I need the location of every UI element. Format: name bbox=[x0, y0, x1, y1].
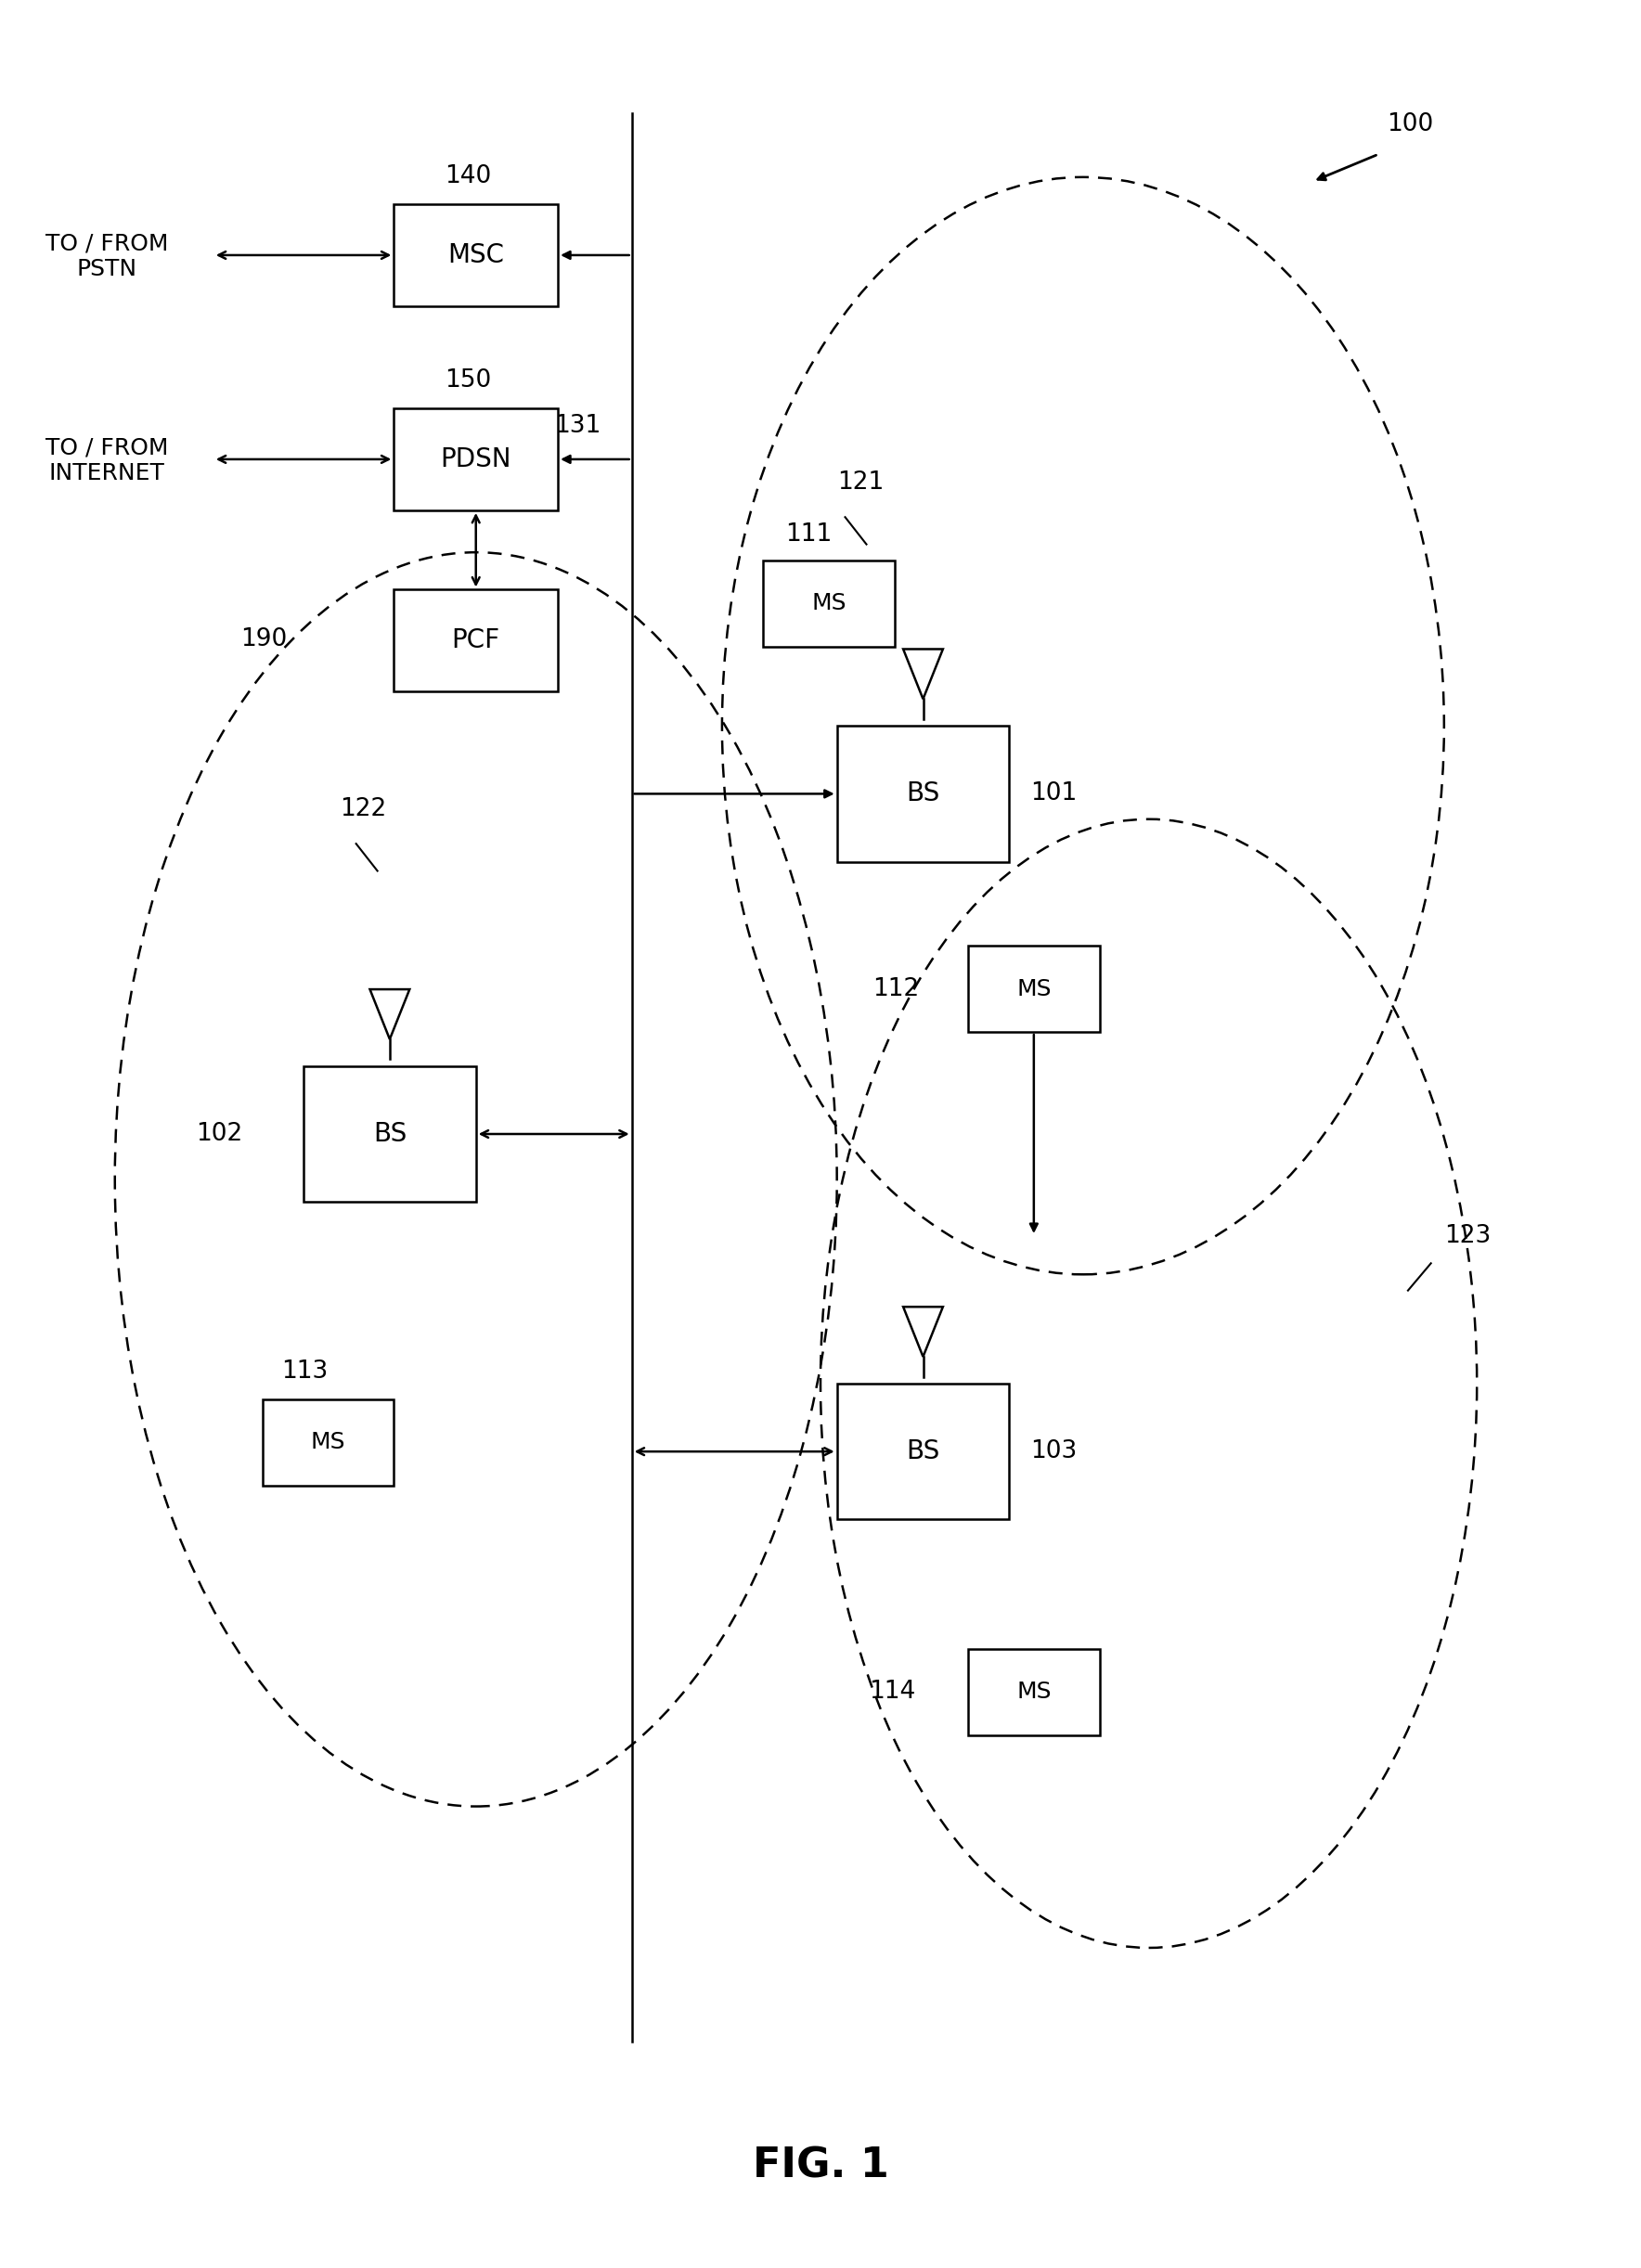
Text: PDSN: PDSN bbox=[440, 447, 512, 472]
Bar bbox=[263, 1399, 394, 1486]
Text: BS: BS bbox=[906, 780, 940, 807]
Text: 100: 100 bbox=[1387, 113, 1433, 136]
Bar bbox=[763, 560, 894, 646]
Text: 102: 102 bbox=[197, 1123, 243, 1145]
Text: 101: 101 bbox=[1031, 782, 1076, 805]
Text: 114: 114 bbox=[870, 1681, 916, 1703]
Bar bbox=[968, 946, 1099, 1032]
Text: BS: BS bbox=[373, 1120, 407, 1148]
Text: BS: BS bbox=[906, 1438, 940, 1465]
Text: 150: 150 bbox=[445, 367, 491, 392]
Bar bbox=[394, 204, 558, 306]
Text: PCF: PCF bbox=[451, 628, 501, 653]
Text: 190: 190 bbox=[241, 628, 287, 651]
Text: TO / FROM
PSTN: TO / FROM PSTN bbox=[46, 231, 167, 281]
Text: 123: 123 bbox=[1444, 1225, 1490, 1247]
Text: 113: 113 bbox=[282, 1359, 328, 1383]
Text: MSC: MSC bbox=[448, 243, 504, 268]
Bar bbox=[394, 590, 558, 692]
Text: MS: MS bbox=[811, 592, 847, 615]
Text: 122: 122 bbox=[340, 796, 386, 821]
Text: MS: MS bbox=[310, 1431, 346, 1454]
Text: FIG. 1: FIG. 1 bbox=[752, 2146, 889, 2186]
Text: 131: 131 bbox=[555, 415, 601, 438]
Text: 111: 111 bbox=[786, 522, 832, 547]
Text: TO / FROM
INTERNET: TO / FROM INTERNET bbox=[46, 435, 167, 485]
Bar bbox=[394, 408, 558, 510]
Text: 103: 103 bbox=[1031, 1440, 1076, 1463]
Bar bbox=[837, 1383, 1009, 1520]
Text: MS: MS bbox=[1016, 978, 1052, 1000]
Text: MS: MS bbox=[1016, 1681, 1052, 1703]
Bar bbox=[837, 726, 1009, 862]
Text: 140: 140 bbox=[445, 163, 491, 188]
Bar bbox=[968, 1649, 1099, 1735]
Bar bbox=[304, 1066, 476, 1202]
Text: 112: 112 bbox=[873, 978, 919, 1000]
Text: 121: 121 bbox=[837, 469, 883, 494]
